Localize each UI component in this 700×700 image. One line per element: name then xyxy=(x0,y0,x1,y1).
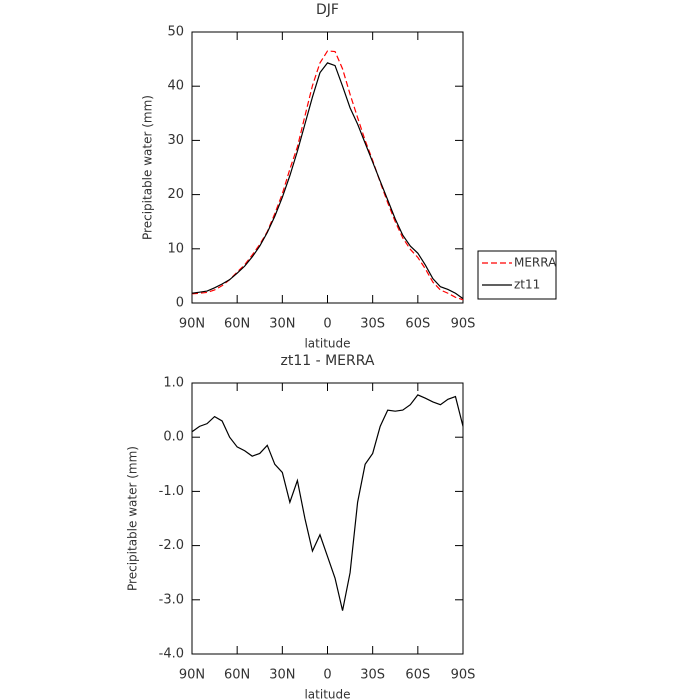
y-tick-label: -2.0 xyxy=(159,538,184,553)
x-tick-label: 0 xyxy=(323,317,331,332)
line-series xyxy=(191,62,464,300)
y-tick-label: 30 xyxy=(167,133,184,148)
x-tick-label: 60S xyxy=(405,668,430,683)
y-tick-label: 50 xyxy=(167,25,184,40)
y-tick-label: -3.0 xyxy=(159,592,184,607)
x-tick-label: 90S xyxy=(451,668,476,683)
chart-title: DJF xyxy=(316,2,339,18)
line-series xyxy=(191,394,464,611)
y-tick-label: 20 xyxy=(167,187,184,202)
x-tick-label: 60N xyxy=(224,668,250,683)
y-axis-label: Precipitable water (mm) xyxy=(141,95,155,240)
y-tick-label: 0.0 xyxy=(163,430,184,445)
line-series xyxy=(191,50,464,301)
plot-frame xyxy=(191,31,464,304)
y-tick-label: 0 xyxy=(176,296,184,311)
legend-label: zt11 xyxy=(514,278,540,292)
y-tick-label: 10 xyxy=(167,241,184,256)
x-tick-label: 0 xyxy=(323,668,331,683)
y-tick-label: -4.0 xyxy=(159,647,184,662)
x-tick-label: 30N xyxy=(269,317,295,332)
x-tick-label: 30N xyxy=(269,668,295,683)
y-tick-label: 1.0 xyxy=(163,376,184,391)
y-tick-label: 40 xyxy=(167,79,184,94)
plot-frame xyxy=(191,382,464,655)
x-tick-label: 30S xyxy=(360,668,385,683)
chart-title: zt11 - MERRA xyxy=(281,353,375,369)
x-tick-label: 60S xyxy=(405,317,430,332)
x-axis-label: latitude xyxy=(304,688,350,700)
x-tick-label: 90S xyxy=(451,317,476,332)
x-axis-label: latitude xyxy=(304,337,350,351)
x-tick-label: 30S xyxy=(360,317,385,332)
legend-box xyxy=(477,250,557,300)
y-tick-label: -1.0 xyxy=(159,484,184,499)
x-tick-label: 90N xyxy=(179,668,205,683)
x-tick-label: 60N xyxy=(224,317,250,332)
x-tick-label: 90N xyxy=(179,317,205,332)
y-axis-label: Precipitable water (mm) xyxy=(126,446,140,591)
legend-label: MERRA xyxy=(514,256,557,270)
